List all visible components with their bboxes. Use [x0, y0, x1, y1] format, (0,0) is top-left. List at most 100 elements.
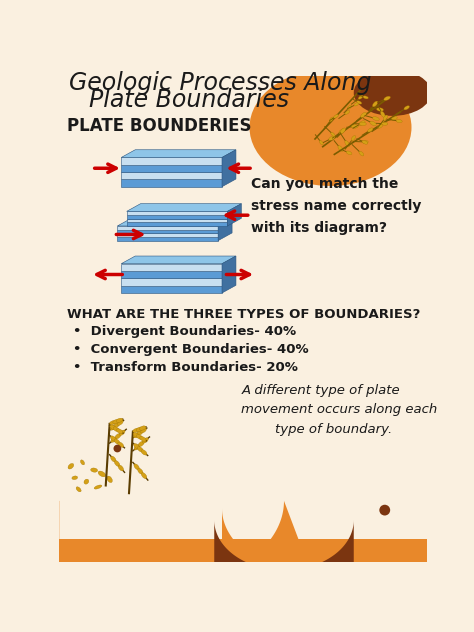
Ellipse shape: [358, 95, 363, 99]
Ellipse shape: [107, 476, 112, 483]
Bar: [118, 226, 218, 229]
Polygon shape: [222, 150, 236, 186]
Polygon shape: [228, 204, 241, 226]
Text: •  Divergent Boundaries- 40%: • Divergent Boundaries- 40%: [73, 325, 296, 338]
Ellipse shape: [354, 102, 359, 106]
Polygon shape: [121, 150, 236, 157]
Ellipse shape: [113, 420, 119, 423]
Ellipse shape: [345, 111, 350, 114]
Text: PLATE BOUNDERIES: PLATE BOUNDERIES: [67, 118, 252, 135]
Ellipse shape: [404, 106, 410, 110]
Bar: [118, 233, 218, 237]
Ellipse shape: [363, 96, 368, 99]
Ellipse shape: [331, 132, 335, 137]
Bar: [121, 157, 222, 165]
Ellipse shape: [376, 107, 383, 111]
Polygon shape: [218, 218, 232, 241]
Ellipse shape: [133, 428, 139, 432]
Polygon shape: [118, 218, 232, 226]
Ellipse shape: [72, 476, 78, 480]
Ellipse shape: [76, 487, 81, 492]
Ellipse shape: [110, 456, 116, 462]
Ellipse shape: [117, 420, 123, 425]
Ellipse shape: [362, 140, 368, 143]
Ellipse shape: [133, 433, 139, 437]
Text: •  Convergent Boundaries- 40%: • Convergent Boundaries- 40%: [73, 343, 309, 356]
Ellipse shape: [346, 151, 352, 155]
Ellipse shape: [384, 96, 391, 100]
Circle shape: [379, 505, 390, 516]
Ellipse shape: [118, 465, 124, 471]
Ellipse shape: [115, 434, 121, 439]
Ellipse shape: [98, 471, 106, 477]
Ellipse shape: [118, 442, 124, 447]
Ellipse shape: [133, 433, 139, 438]
Ellipse shape: [367, 128, 373, 132]
Ellipse shape: [381, 111, 385, 118]
Text: Plate Boundaries: Plate Boundaries: [89, 88, 289, 112]
Ellipse shape: [334, 114, 338, 118]
Ellipse shape: [141, 450, 147, 455]
Ellipse shape: [357, 100, 362, 104]
Ellipse shape: [137, 430, 143, 435]
Ellipse shape: [339, 129, 345, 134]
Ellipse shape: [359, 121, 365, 125]
Ellipse shape: [362, 140, 368, 144]
Ellipse shape: [139, 426, 146, 430]
Ellipse shape: [340, 128, 346, 133]
Ellipse shape: [137, 468, 143, 474]
Ellipse shape: [370, 121, 376, 126]
Circle shape: [113, 445, 121, 453]
Bar: [121, 264, 222, 271]
Ellipse shape: [392, 117, 397, 120]
Ellipse shape: [94, 485, 102, 489]
Polygon shape: [36, 501, 307, 586]
Ellipse shape: [347, 106, 352, 109]
Ellipse shape: [383, 115, 388, 120]
Ellipse shape: [396, 119, 402, 123]
Ellipse shape: [382, 122, 388, 125]
Ellipse shape: [345, 140, 350, 147]
Bar: [118, 229, 218, 233]
Ellipse shape: [359, 151, 364, 156]
Ellipse shape: [110, 436, 116, 441]
Ellipse shape: [109, 420, 116, 425]
Bar: [121, 286, 222, 293]
Ellipse shape: [114, 461, 120, 466]
Ellipse shape: [134, 464, 139, 470]
Ellipse shape: [378, 124, 383, 128]
Polygon shape: [127, 204, 241, 211]
Ellipse shape: [114, 439, 120, 444]
Ellipse shape: [110, 425, 116, 430]
Ellipse shape: [91, 468, 98, 472]
Ellipse shape: [140, 437, 146, 441]
Text: A different type of plate
movement occurs along each
        type of boundary.: A different type of plate movement occur…: [241, 384, 438, 436]
Ellipse shape: [84, 479, 89, 484]
Ellipse shape: [373, 101, 378, 107]
Ellipse shape: [134, 445, 140, 450]
Ellipse shape: [319, 140, 323, 145]
Ellipse shape: [142, 438, 148, 443]
Ellipse shape: [119, 430, 125, 435]
Ellipse shape: [68, 463, 74, 469]
Ellipse shape: [114, 423, 119, 428]
Bar: [121, 165, 222, 172]
Polygon shape: [214, 520, 354, 570]
Bar: [121, 278, 222, 286]
Ellipse shape: [249, 69, 411, 186]
Bar: [127, 219, 228, 222]
Ellipse shape: [351, 135, 356, 141]
Ellipse shape: [351, 125, 358, 128]
Ellipse shape: [141, 473, 147, 478]
Ellipse shape: [110, 425, 116, 430]
Ellipse shape: [328, 136, 335, 140]
Ellipse shape: [140, 428, 146, 433]
Ellipse shape: [338, 145, 343, 152]
Ellipse shape: [138, 441, 144, 447]
Ellipse shape: [117, 428, 123, 434]
Ellipse shape: [111, 437, 117, 442]
Ellipse shape: [137, 447, 143, 452]
Text: WHAT ARE THE THREE TYPES OF BOUNDARIES?: WHAT ARE THE THREE TYPES OF BOUNDARIES?: [67, 308, 420, 320]
Bar: [127, 211, 228, 215]
Polygon shape: [222, 256, 236, 293]
